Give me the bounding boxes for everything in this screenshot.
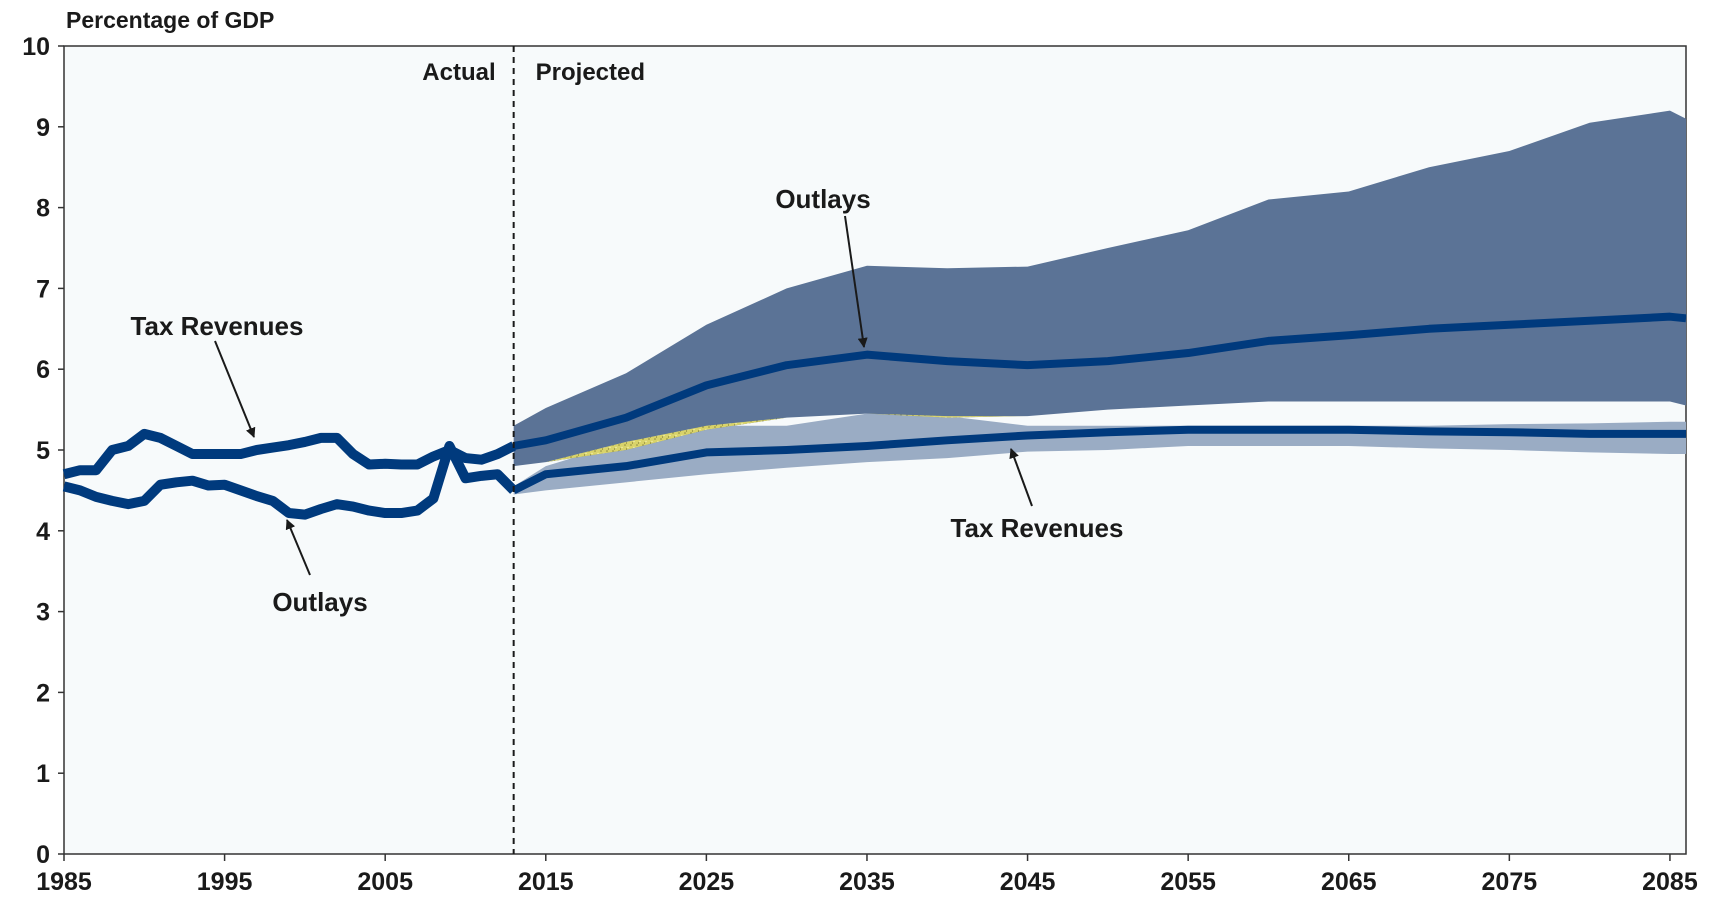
y-tick-label: 5	[36, 437, 50, 465]
y-tick-label: 6	[36, 356, 50, 384]
x-tick-label: 2045	[1000, 868, 1056, 896]
divider-label: Actual	[422, 59, 495, 86]
annotation: Tax Revenues	[131, 311, 304, 341]
arrow	[285, 519, 311, 576]
y-axis-label: Percentage of GDP	[66, 7, 274, 33]
y-tick-label: 10	[22, 33, 50, 61]
uncertainty-band	[513, 110, 1687, 467]
y-tick-label: 7	[36, 275, 50, 303]
x-tick-label: 2025	[679, 868, 735, 896]
series-line	[512, 312, 1687, 450]
marks	[62, 110, 1687, 520]
x-tick-label: 2015	[518, 868, 574, 896]
y-tick-label: 3	[36, 599, 50, 627]
x-tick-label: 2005	[357, 868, 413, 896]
y-tick-label: 4	[36, 518, 50, 546]
x-tick-label: 2065	[1321, 868, 1377, 896]
x-tick-label: 2075	[1482, 868, 1538, 896]
series-line	[62, 440, 518, 520]
x-tick-label: 2085	[1642, 868, 1698, 896]
arrow	[844, 215, 868, 348]
y-tick-label: 1	[36, 760, 50, 788]
divider-label: Projected	[536, 59, 645, 86]
arrow	[214, 340, 256, 438]
arrows	[214, 215, 1033, 576]
y-tick-label: 2	[36, 679, 50, 707]
arrow	[1009, 448, 1033, 507]
y-tick-label: 8	[36, 195, 50, 223]
y-tick-label: 9	[36, 114, 50, 142]
x-tick-label: 2055	[1160, 868, 1216, 896]
x-tick-label: 1995	[197, 868, 253, 896]
x-tick-label: 2035	[839, 868, 895, 896]
series-line	[62, 428, 516, 480]
annotation: Outlays	[272, 587, 367, 617]
series-line	[511, 425, 1686, 494]
x-tick-label: 1985	[36, 868, 92, 896]
annotation: Tax Revenues	[951, 513, 1124, 543]
y-tick-label: 0	[36, 841, 50, 869]
annotation: Outlays	[775, 184, 870, 214]
